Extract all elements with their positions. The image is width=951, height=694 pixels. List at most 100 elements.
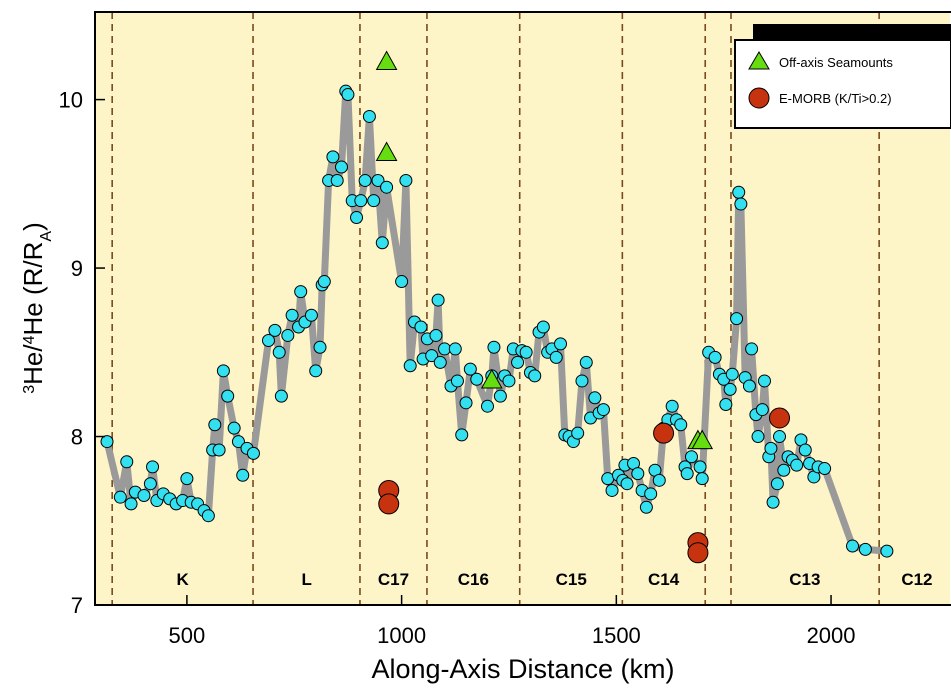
sample-marker <box>425 349 439 363</box>
x-tick-label: 2000 <box>807 623 856 648</box>
sample-marker <box>880 544 894 558</box>
seamount-marker <box>691 429 714 450</box>
sample-marker <box>605 483 619 497</box>
sample-marker <box>579 355 593 369</box>
sample-marker <box>180 472 194 486</box>
sample-marker <box>281 328 295 342</box>
sample-marker <box>395 275 409 289</box>
sample-marker <box>414 320 428 334</box>
sample-marker <box>652 473 666 487</box>
seamount-marker <box>375 50 398 71</box>
sample-marker <box>294 285 308 299</box>
sample-marker <box>631 467 645 481</box>
sample-marker <box>450 374 464 388</box>
sample-marker <box>463 362 477 376</box>
sample-marker <box>431 293 445 307</box>
y-tick-label: 9 <box>71 256 83 281</box>
sample-marker <box>246 446 260 460</box>
sample-marker <box>399 173 413 187</box>
y-tick-label: 10 <box>59 88 83 113</box>
y-axis-label-part: A <box>38 231 55 242</box>
sample-marker <box>684 450 698 464</box>
emorb-marker <box>653 422 675 444</box>
x-tick-label: 500 <box>169 623 206 648</box>
sample-marker <box>723 382 737 396</box>
sample-marker <box>732 185 746 199</box>
y-axis-label-part: 4 <box>21 335 38 344</box>
sample-marker <box>766 495 780 509</box>
sample-marker <box>554 337 568 351</box>
sample-marker <box>755 403 769 417</box>
sample-marker <box>818 462 832 476</box>
x-axis-label: Along-Axis Distance (km) <box>371 654 674 684</box>
legend-box <box>734 39 951 129</box>
sample-marker <box>674 418 688 432</box>
sample-marker <box>371 173 385 187</box>
sample-marker <box>358 173 372 187</box>
sample-marker <box>708 350 722 364</box>
sample-marker <box>261 334 275 348</box>
y-axis-label-part: ) <box>18 222 48 231</box>
sample-marker <box>120 455 134 469</box>
sample-marker <box>734 197 748 211</box>
sample-marker <box>798 443 812 457</box>
y-axis-label-part: He/ <box>18 344 48 385</box>
sample-marker <box>429 328 443 342</box>
section-label: C12 <box>901 570 932 589</box>
legend-label: E-MORB (K/Ti>0.2) <box>779 91 892 106</box>
sample-marker <box>216 364 230 378</box>
sample-marker <box>212 443 226 457</box>
sample-marker <box>519 345 533 359</box>
sample-marker <box>433 355 447 369</box>
y-axis-label: 3He/4He (R/RA) <box>18 222 55 394</box>
sample-marker <box>375 236 389 250</box>
sample-marker <box>757 374 771 388</box>
sample-marker <box>502 374 516 388</box>
sample-marker <box>536 320 550 334</box>
sample-marker <box>846 539 860 553</box>
sample-marker <box>790 458 804 472</box>
y-axis-label-part: 3 <box>21 385 38 394</box>
sample-marker <box>227 421 241 435</box>
x-tick-label: 1500 <box>592 623 641 648</box>
plot-frame <box>94 11 951 606</box>
sample-marker <box>313 340 327 354</box>
y-tick-label: 8 <box>71 425 83 450</box>
sample-marker <box>575 374 589 388</box>
sample-marker <box>330 173 344 187</box>
sample-marker <box>304 308 318 322</box>
sample-marker <box>751 430 765 444</box>
section-label: C15 <box>556 570 587 589</box>
sample-marker <box>770 477 784 491</box>
sample-marker <box>773 430 787 444</box>
section-label: L <box>302 570 312 589</box>
sample-marker <box>719 398 733 412</box>
section-label: C17 <box>378 570 409 589</box>
sample-marker <box>764 441 778 455</box>
sample-marker <box>448 342 462 356</box>
sample-marker <box>639 500 653 514</box>
legend-marker <box>748 51 770 70</box>
sample-marker <box>459 396 473 410</box>
sample-marker <box>730 312 744 326</box>
plot: K L C17 C16 C15 C14 C13 C12 <box>100 12 933 605</box>
sample-marker <box>601 472 615 486</box>
emorb-marker <box>687 542 709 564</box>
sample-marker <box>350 211 364 225</box>
sample-marker <box>143 477 157 491</box>
sample-marker <box>113 490 127 504</box>
sample-marker <box>511 355 525 369</box>
sample-marker <box>596 403 610 417</box>
sample-marker <box>268 323 282 337</box>
seamount-marker <box>480 368 503 389</box>
sample-marker <box>693 460 707 474</box>
sample-marker <box>644 487 658 501</box>
sample-marker <box>588 391 602 405</box>
sample-marker <box>455 428 469 442</box>
sample-marker <box>137 488 151 502</box>
sample-marker <box>362 109 376 123</box>
section-label: K <box>176 570 189 589</box>
sample-marker <box>208 418 222 432</box>
sample-marker <box>549 350 563 364</box>
sample-marker <box>272 345 286 359</box>
